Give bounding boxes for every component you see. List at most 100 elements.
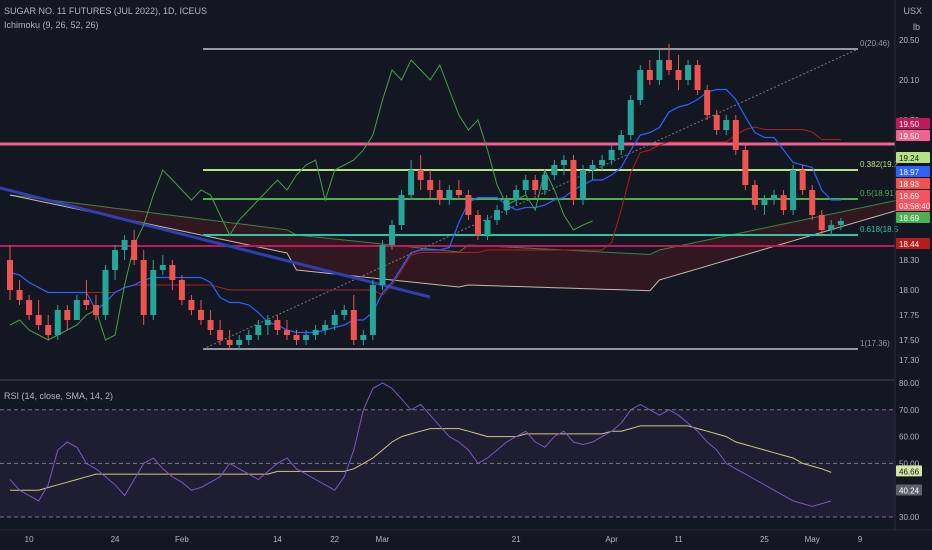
price-badge <box>896 200 930 211</box>
candle <box>293 330 300 345</box>
candle <box>83 280 90 310</box>
time-tick-label: 11 <box>674 535 683 544</box>
price-tick-label: 20.10 <box>899 76 920 85</box>
rsi-ma-line <box>10 425 832 491</box>
ichimoku-cloud <box>9 194 918 292</box>
candle-body <box>159 265 166 270</box>
candle <box>818 210 825 235</box>
price-badge-label: 19.50 <box>899 120 920 129</box>
currency-label[interactable]: USX <box>903 6 922 16</box>
candle <box>16 280 23 305</box>
rsi-badge <box>896 484 922 496</box>
candle <box>245 330 252 345</box>
candle-body <box>837 221 844 225</box>
price-tick-label: 20.50 <box>899 36 920 45</box>
candle-body <box>608 150 615 160</box>
candle-body <box>131 240 138 260</box>
candle <box>685 60 692 85</box>
candle <box>140 250 147 325</box>
senkou-span-b <box>9 194 918 292</box>
rsi-legend[interactable]: RSI (14, close, SMA, 14, 2) <box>4 391 114 401</box>
candle <box>599 155 606 170</box>
candle <box>809 185 816 220</box>
candle <box>350 295 357 345</box>
candle-body <box>169 265 176 280</box>
candle <box>45 315 52 340</box>
candle-body <box>207 320 214 330</box>
candle-body <box>389 225 395 245</box>
symbol-title[interactable]: SUGAR NO. 11 FUTURES (JUL 2022), 1D, ICE… <box>4 6 208 16</box>
candle <box>369 280 376 340</box>
candle-body <box>560 160 567 165</box>
rsi-badge-label: 46.66 <box>899 467 920 476</box>
fib-level-label: 0(20.46) <box>860 39 890 48</box>
chikou-span-line <box>9 59 593 341</box>
candle <box>465 190 472 220</box>
ichimoku-legend[interactable]: Ichimoku (9, 26, 52, 26) <box>4 20 99 30</box>
candle <box>656 50 663 85</box>
candle-body <box>665 60 672 70</box>
candle <box>694 60 701 95</box>
candle <box>541 170 548 195</box>
time-tick-label: 21 <box>512 535 521 544</box>
candle-body <box>283 330 290 335</box>
price-badge-label: 18.69 <box>899 192 920 201</box>
candle-body <box>685 65 692 80</box>
candle-body <box>446 190 453 200</box>
candle <box>408 160 415 200</box>
candle <box>799 165 806 195</box>
candle <box>121 235 128 260</box>
rsi-tick-label: 60.00 <box>899 433 920 442</box>
candle-body <box>694 65 701 90</box>
candle-body <box>35 315 42 325</box>
candle <box>341 305 348 320</box>
fib-level-label: 0.618(18.5 <box>860 225 899 234</box>
candle-body <box>360 335 367 340</box>
candle <box>513 185 520 205</box>
candle-body <box>799 170 806 190</box>
candle <box>207 310 214 335</box>
rsi-badge-label: 40.24 <box>899 487 920 496</box>
rsi-pane[interactable] <box>0 382 895 518</box>
rsi-tick-label: 80.00 <box>899 379 920 388</box>
candle-body <box>92 305 99 315</box>
candle <box>522 175 529 195</box>
candle <box>169 260 176 290</box>
candle-body <box>790 170 797 210</box>
fibonacci-retracement[interactable]: 0(20.46) 0.382(19.2 0.5(18.91) 0.618(18.5 1(… <box>0 39 899 350</box>
candle-body <box>551 165 558 175</box>
candle-body <box>513 190 520 200</box>
candle <box>780 190 787 215</box>
time-tick-label: 9 <box>858 535 863 544</box>
candle-body <box>494 210 501 220</box>
candle-body <box>732 120 739 150</box>
candle-body <box>646 70 653 80</box>
candle <box>675 55 682 90</box>
candle <box>331 310 338 330</box>
candle <box>608 145 615 165</box>
candle-body <box>331 315 338 325</box>
price-tick-label: 17.50 <box>899 336 920 345</box>
candle-body <box>112 250 119 270</box>
candle <box>742 145 749 190</box>
candle <box>570 155 577 205</box>
candle-body <box>236 340 243 345</box>
time-tick-label: Mar <box>376 535 390 544</box>
price-badge <box>896 238 930 249</box>
candle <box>159 255 166 275</box>
candle-body <box>503 200 510 210</box>
candle-body <box>83 300 90 305</box>
candle <box>322 320 329 335</box>
candle-body <box>341 310 348 315</box>
candle-body <box>761 200 768 205</box>
rsi-tick-label: 50.00 <box>899 459 920 468</box>
candle <box>303 330 310 345</box>
candle-body <box>322 325 329 330</box>
candle <box>532 175 539 195</box>
candle <box>713 110 720 135</box>
indicator-lines <box>9 59 841 341</box>
candle-body <box>599 160 606 165</box>
candlestick-series[interactable] <box>7 44 844 350</box>
candle <box>217 320 224 345</box>
